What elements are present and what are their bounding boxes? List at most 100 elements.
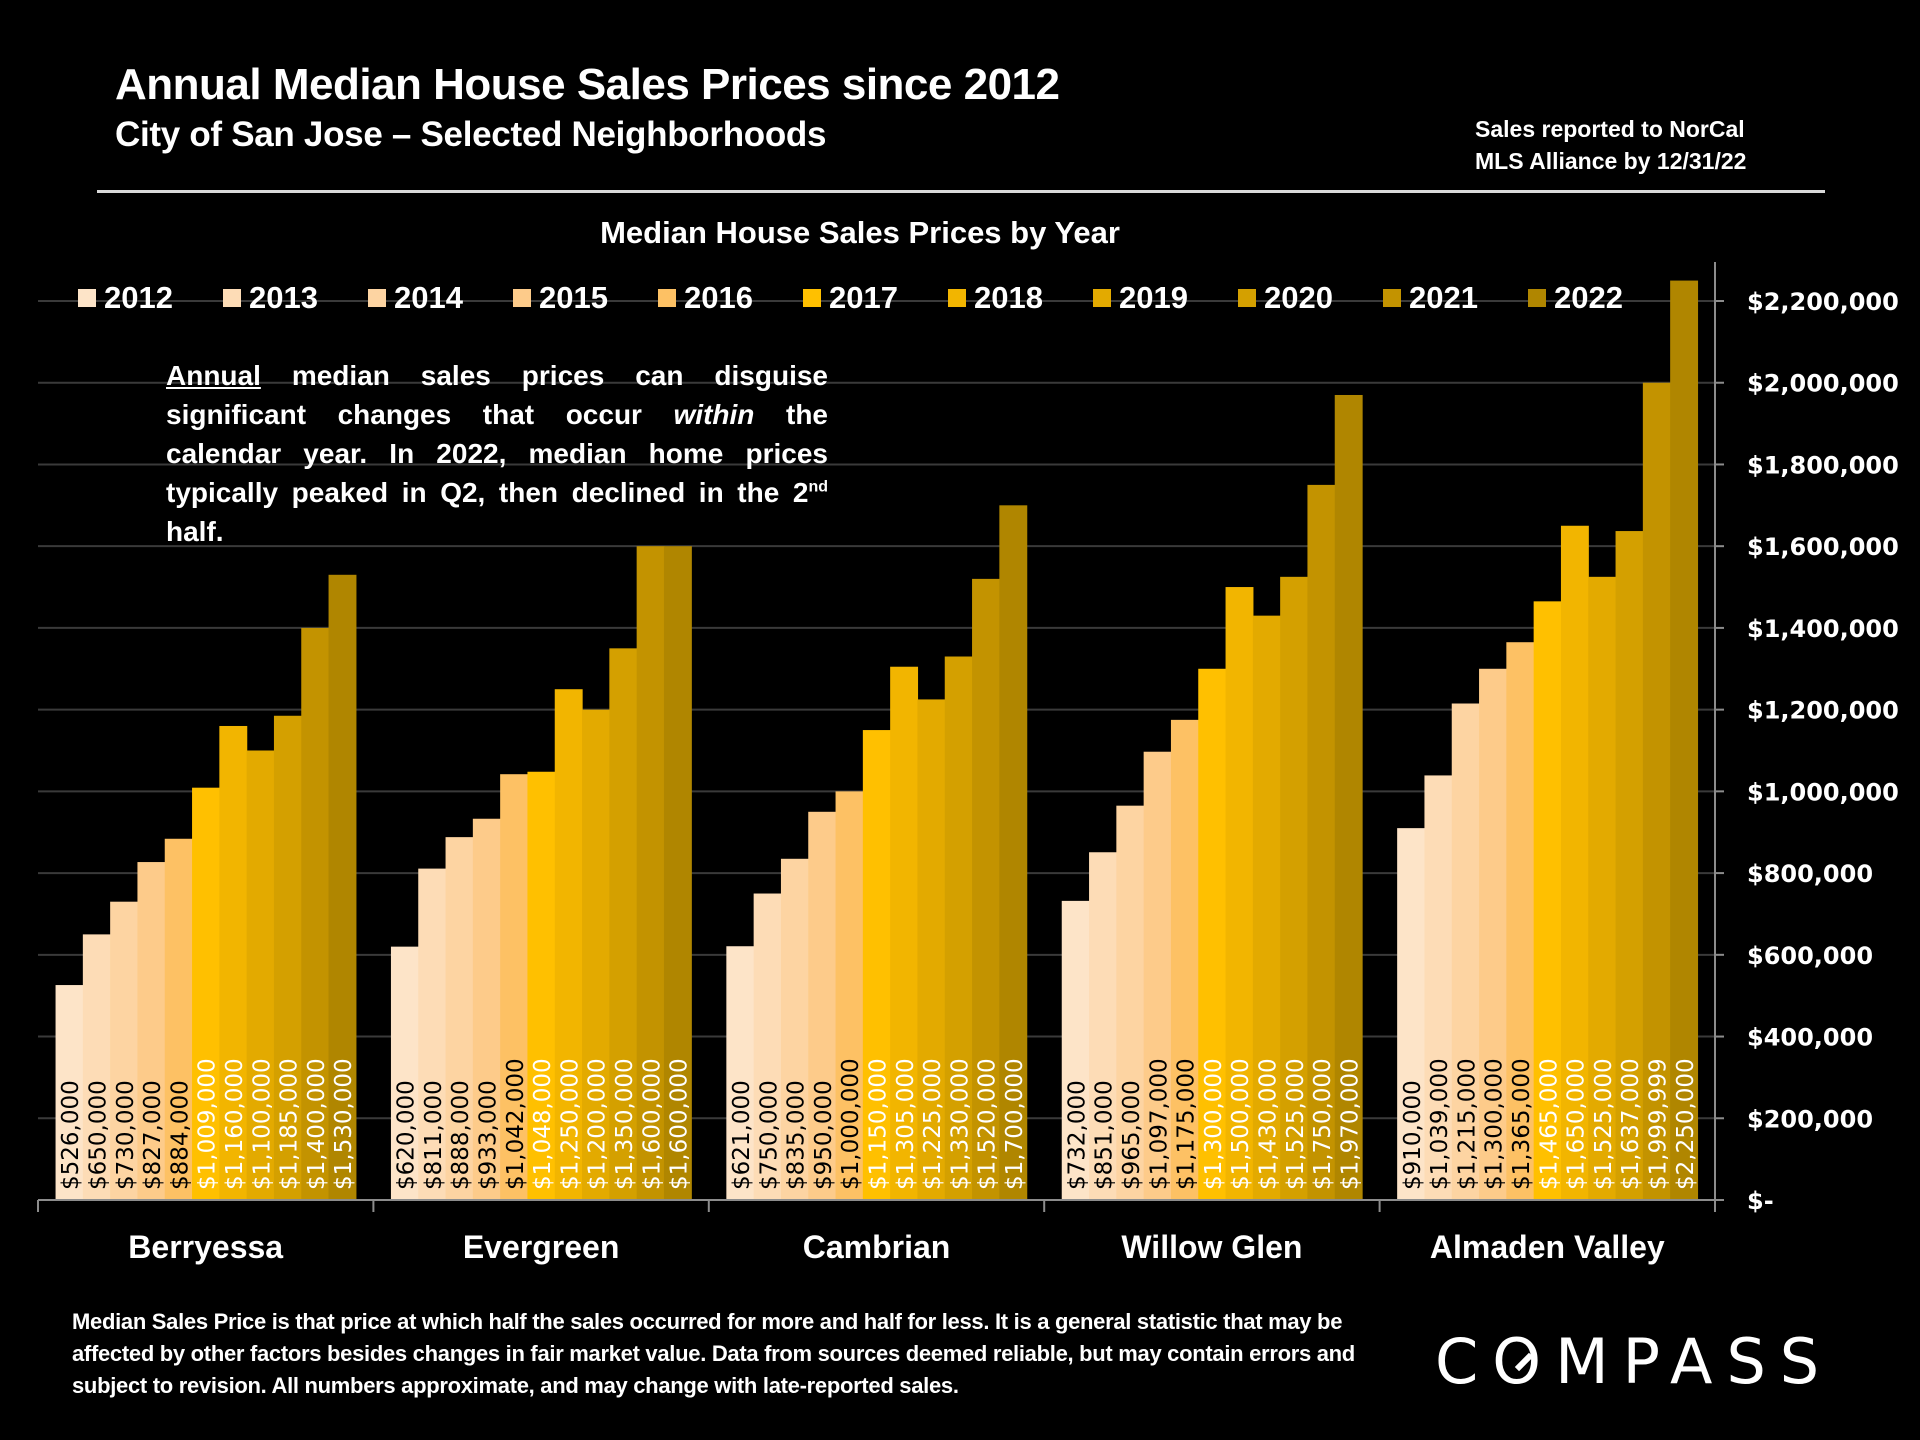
data-label: $750,000 [756,1080,782,1190]
annotation-italic-word: within [673,399,755,430]
bar [527,771,556,1200]
legend-label: 2022 [1554,280,1623,315]
bar [1061,900,1090,1200]
bar [808,811,837,1200]
data-label: $1,160,000 [222,1058,248,1190]
data-label: $1,530,000 [331,1058,357,1190]
source-note-line-2: MLS Alliance by 12/31/22 [1475,148,1747,174]
x-category-label: Almaden Valley [1430,1229,1665,1265]
data-label: $1,520,000 [975,1058,1001,1190]
bar [55,985,84,1200]
x-category-label: Cambrian [803,1229,951,1265]
data-label: $732,000 [1064,1080,1090,1190]
data-label: $1,150,000 [866,1058,892,1190]
legend-item: 2012 [78,280,223,316]
legend-label: 2016 [684,280,753,315]
bar [1334,394,1363,1201]
bars [55,280,1699,1201]
data-label: $1,650,000 [1564,1058,1590,1190]
annotation-text-2: the calendar year. In 2022, median home … [166,399,828,508]
logo-letters-rest: MPASS [1555,1325,1834,1398]
data-label: $1,637,000 [1618,1058,1644,1190]
legend-swatch [1238,289,1256,307]
bar [1170,719,1199,1200]
bar [1252,615,1281,1200]
data-label: $1,250,000 [557,1058,583,1190]
legend-item: 2016 [658,280,803,316]
annotation-text-1: median sales prices can disguise signifi… [166,360,828,430]
data-label: $1,525,000 [1591,1058,1617,1190]
legend-item: 2017 [803,280,948,316]
legend-label: 2015 [539,280,608,315]
legend-label: 2013 [249,280,318,315]
page-title: Annual Median House Sales Prices since 2… [115,60,1060,109]
bar [554,689,583,1200]
data-label: $1,600,000 [667,1058,693,1190]
bar [137,862,166,1200]
legend-swatch [948,289,966,307]
logo-letter-c: C [1435,1325,1493,1398]
y-tick-label: $- [1747,1187,1774,1215]
legend-item: 2015 [513,280,658,316]
legend-item: 2022 [1528,280,1673,316]
axes: $- $200,000 $400,000 $600,000 $800,000 $1,000… [37,262,1899,1265]
y-tick-label: $1,200,000 [1747,697,1899,725]
legend-label: 2019 [1119,280,1188,315]
data-label: $1,300,000 [1201,1058,1227,1190]
y-tick-label: $2,200,000 [1747,288,1899,316]
data-label: $1,600,000 [639,1058,665,1190]
chart-title: Median House Sales Prices by Year [600,215,1120,250]
data-label: $1,200,000 [585,1058,611,1190]
bar [1307,484,1336,1200]
bar [582,709,610,1200]
data-label: $730,000 [113,1080,139,1190]
data-label: $950,000 [811,1080,837,1190]
annotation-callout: Annual median sales prices can disguise … [166,356,828,551]
data-label: $1,970,000 [1337,1058,1363,1190]
bar [445,837,474,1200]
bar [418,868,447,1200]
legend-swatch [1528,289,1546,307]
data-label: $650,000 [86,1080,112,1190]
data-label: $1,225,000 [920,1058,946,1190]
y-tick-label: $1,800,000 [1747,451,1899,479]
legend-item: 2014 [368,280,513,316]
bar [1479,668,1507,1200]
legend-label: 2021 [1409,280,1478,315]
y-tick-label: $400,000 [1747,1024,1873,1052]
legend-swatch [1383,289,1401,307]
source-note: Sales reported to NorCal MLS Alliance by… [1475,113,1746,177]
bar [1642,382,1671,1201]
bar [1451,703,1480,1200]
y-tick-label: $800,000 [1747,860,1873,888]
legend-label: 2018 [974,280,1043,315]
bar [1198,668,1227,1200]
compass-logo: COMPASS [1435,1325,1833,1398]
bar [972,578,1000,1200]
bar [726,946,755,1200]
bar [609,648,638,1200]
bar [110,901,139,1200]
disclaimer-text: Median Sales Price is that price at whic… [72,1309,1355,1398]
data-label: $1,430,000 [1256,1058,1282,1190]
data-label: $1,305,000 [893,1058,919,1190]
bar [82,934,111,1200]
bar [835,791,864,1200]
data-label: $1,700,000 [1002,1058,1028,1190]
data-label: $1,009,000 [195,1058,221,1190]
data-label: $888,000 [448,1080,474,1190]
bar [917,699,946,1200]
data-label: $526,000 [58,1080,84,1190]
data-label: $1,097,000 [1146,1058,1172,1190]
bar [164,838,193,1200]
bar [192,787,220,1200]
bar [273,715,302,1200]
bar [1615,531,1644,1200]
x-category-label: Willow Glen [1121,1229,1302,1265]
bar [1560,525,1589,1200]
data-label: $1,175,000 [1174,1058,1200,1190]
bar [301,627,330,1200]
bar [780,858,809,1200]
data-label: $1,300,000 [1482,1058,1508,1190]
